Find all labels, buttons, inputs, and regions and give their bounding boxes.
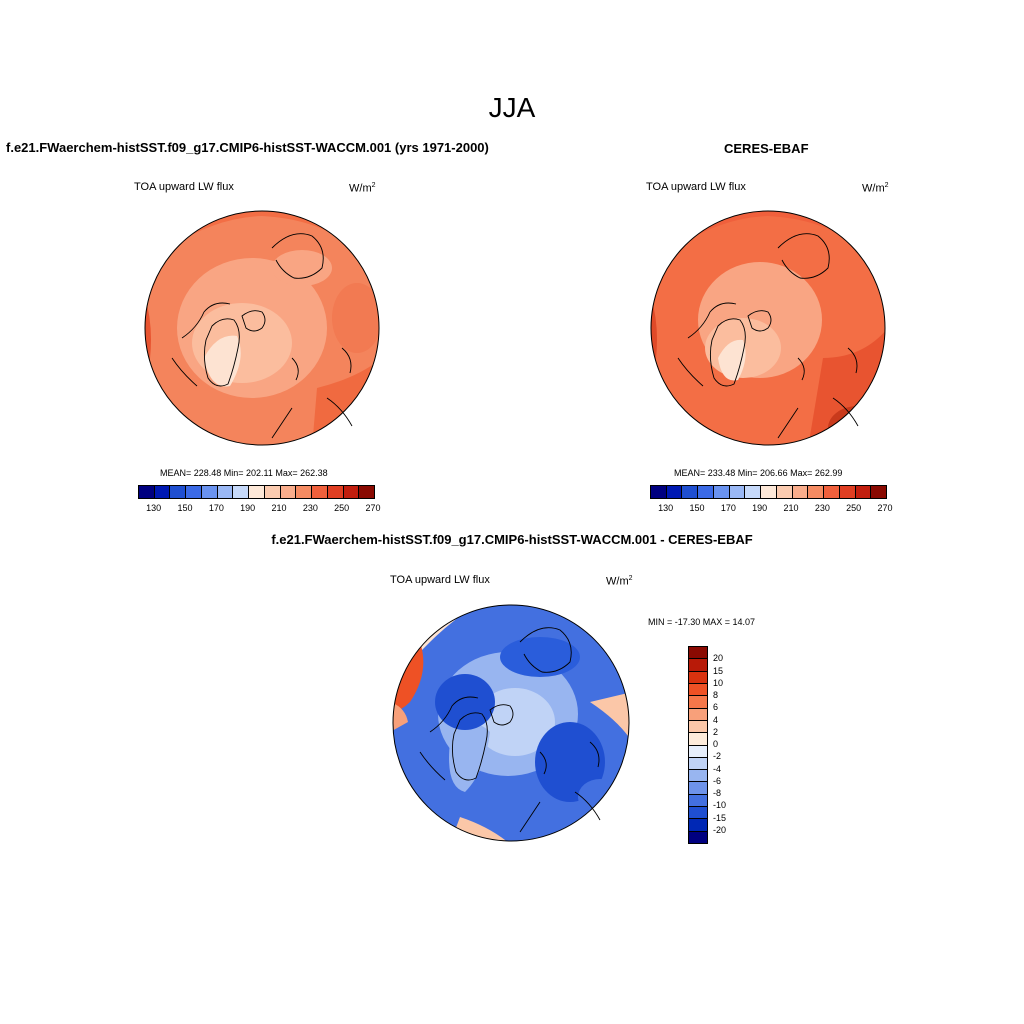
model-colorbar-tick-label: 130 (146, 503, 162, 513)
model-colorbar-swatch (170, 486, 187, 498)
diff-colorbar-swatch (689, 831, 707, 843)
obs-stats: MEAN= 233.48 Min= 206.66 Max= 262.99 (674, 468, 843, 478)
obs-colorbar-tick-label: 150 (689, 503, 705, 513)
obs-colorbar-swatch (745, 486, 762, 498)
diff-colorbar-tick-label: -15 (713, 812, 727, 823)
obs-colorbar-swatch (808, 486, 825, 498)
diff-variable-label: TOA upward LW flux (390, 574, 490, 586)
diff-colorbar-swatch (689, 683, 707, 697)
diff-colorbar-swatch (689, 757, 707, 771)
obs-colorbar-swatch (651, 486, 667, 498)
obs-colorbar-swatch (855, 486, 872, 498)
obs-colorbar-tick-label: 130 (658, 503, 674, 513)
obs-colorbar-tick-label: 270 (877, 503, 893, 513)
diff-colorbar-tick-label: 6 (713, 702, 719, 713)
diff-colorbar-tick-label: -10 (713, 800, 727, 811)
diff-colorbar-tick-label: -8 (713, 788, 722, 798)
model-colorbar-swatch (327, 486, 344, 498)
obs-colorbar-swatch (871, 486, 887, 498)
diff-colorbar-swatch (689, 819, 707, 832)
model-units-label: W/m2 (349, 182, 376, 195)
diff-colorbar-swatch (689, 720, 707, 734)
obs-colorbar-tick-label: 210 (783, 503, 799, 513)
model-colorbar-swatch (343, 486, 360, 498)
model-colorbar-swatch (359, 486, 375, 498)
model-colorbar-swatch (249, 486, 265, 498)
model-colorbar-tick-label: 230 (302, 503, 318, 513)
model-colorbar-tick-label: 190 (240, 503, 256, 513)
model-colorbar-swatch (201, 486, 218, 498)
diff-colorbar-swatch (689, 696, 707, 709)
diff-panel-title: f.e21.FWaerchem-histSST.f09_g17.CMIP6-hi… (271, 532, 753, 547)
diff-colorbar-tick-label: -20 (713, 824, 727, 835)
diff-colorbar (688, 646, 708, 844)
diff-colorbar-tick-label: 0 (713, 739, 719, 749)
obs-colorbar-swatch (729, 486, 746, 498)
obs-colorbar-swatch (713, 486, 730, 498)
diff-colorbar-swatch (689, 782, 707, 795)
obs-colorbar-swatch (776, 486, 793, 498)
diff-colorbar-swatch (689, 770, 707, 783)
model-colorbar-swatch (280, 486, 297, 498)
diff-colorbar-tick-label: 8 (713, 690, 719, 700)
obs-panel-title: CERES-EBAF (724, 141, 809, 156)
diff-polar-map (392, 604, 630, 842)
model-colorbar-swatch (264, 486, 281, 498)
model-polar-map (144, 210, 380, 446)
model-colorbar-swatch (217, 486, 234, 498)
obs-colorbar-swatch (682, 486, 699, 498)
obs-colorbar-swatch (761, 486, 777, 498)
model-panel-title: f.e21.FWaerchem-histSST.f09_g17.CMIP6-hi… (6, 140, 489, 155)
obs-colorbar (650, 485, 887, 499)
diff-colorbar-swatch (689, 794, 707, 808)
diff-colorbar-swatch (689, 807, 707, 820)
model-colorbar-ticks: 130 150 170 190 210 230 250 270 (138, 503, 380, 515)
diff-colorbar-swatch (689, 733, 707, 746)
obs-colorbar-swatch (839, 486, 856, 498)
diff-stats: MIN = -17.30 MAX = 14.07 (648, 617, 756, 627)
diff-colorbar-swatch (689, 745, 707, 758)
diff-colorbar-tick-label: 20 (713, 653, 724, 664)
model-colorbar-tick-label: 270 (365, 503, 381, 513)
model-colorbar-swatch (312, 486, 328, 498)
diff-colorbar-tick-label: -6 (713, 775, 722, 786)
obs-colorbar-swatch (666, 486, 683, 498)
obs-colorbar-tick-label: 170 (720, 503, 736, 513)
model-colorbar-swatch (233, 486, 250, 498)
diff-colorbar-ticks: 20 15 10 8 6 4 2 0 -2 -4 -6 -8 -10 -15 -20 (713, 646, 753, 842)
obs-colorbar-swatch (824, 486, 840, 498)
model-colorbar-tick-label: 150 (177, 503, 193, 513)
model-colorbar (138, 485, 375, 499)
model-colorbar-swatch (186, 486, 202, 498)
diff-colorbar-swatch (689, 659, 707, 672)
model-colorbar-swatch (154, 486, 171, 498)
obs-colorbar-swatch (792, 486, 809, 498)
model-variable-label: TOA upward LW flux (134, 181, 234, 193)
obs-colorbar-tick-label: 230 (814, 503, 830, 513)
diff-colorbar-tick-label: 2 (713, 726, 719, 737)
obs-colorbar-ticks: 130 150 170 190 210 230 250 270 (650, 503, 892, 515)
model-colorbar-swatch (139, 486, 155, 498)
diff-units-label: W/m2 (606, 575, 633, 588)
season-title: JJA (488, 92, 536, 123)
diff-colorbar-swatch (689, 708, 707, 721)
diff-colorbar-tick-label: -4 (713, 763, 722, 774)
diff-colorbar-tick-label: 15 (713, 665, 724, 676)
model-colorbar-swatch (296, 486, 313, 498)
model-colorbar-tick-label: 250 (334, 503, 350, 513)
obs-colorbar-tick-label: 250 (846, 503, 862, 513)
diff-colorbar-tick-label: 10 (713, 677, 724, 688)
obs-colorbar-tick-label: 190 (752, 503, 768, 513)
obs-variable-label: TOA upward LW flux (646, 181, 746, 193)
obs-polar-map (650, 210, 886, 446)
model-stats: MEAN= 228.48 Min= 202.11 Max= 262.38 (160, 468, 328, 478)
obs-units-label: W/m2 (862, 182, 889, 195)
model-colorbar-tick-label: 170 (208, 503, 224, 513)
model-colorbar-tick-label: 210 (271, 503, 287, 513)
diff-colorbar-tick-label: -2 (713, 751, 722, 762)
diff-colorbar-tick-label: 4 (713, 714, 719, 725)
diff-colorbar-swatch (689, 671, 707, 684)
diff-colorbar-swatch (689, 647, 707, 660)
obs-colorbar-swatch (698, 486, 714, 498)
